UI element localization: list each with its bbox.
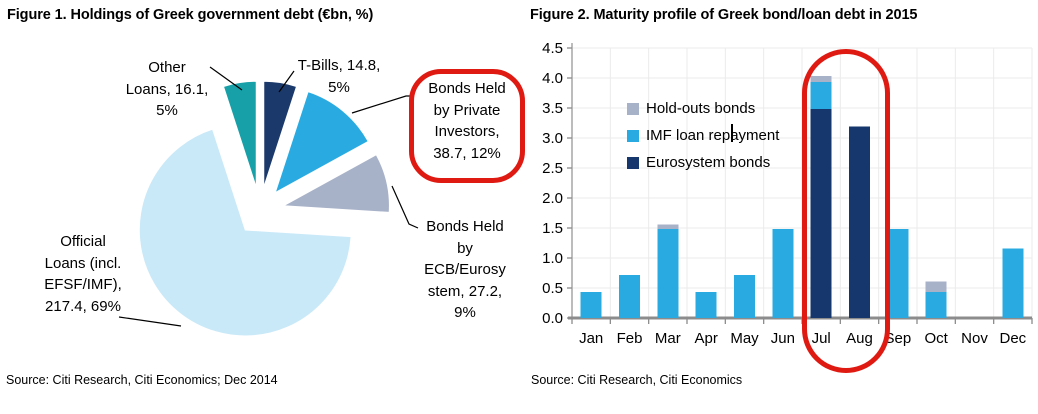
bar-segment-Feb — [619, 274, 640, 318]
x-axis-tick-label: Jun — [771, 330, 795, 347]
figure2-source: Source: Citi Research, Citi Economics — [531, 373, 743, 387]
bar-chart: 0.0 0.5 1.0 1.5 2.0 2.5 3.0 3.5 4.0 4.5 Jan Feb Mar A… — [542, 40, 1033, 347]
label-leader-line — [391, 185, 419, 229]
x-axis-tick-label: Apr — [694, 330, 717, 347]
x-axis-tick-label: Nov — [961, 330, 988, 347]
bar-segment-Jun — [772, 229, 794, 318]
label-leader-line — [118, 316, 182, 327]
figure2-bar-panel: Figure 2. Maturity profile of Greek bond… — [519, 0, 1038, 414]
x-axis-tick-label: May — [730, 330, 759, 347]
bar-segment-Apr — [695, 292, 717, 318]
pie-label-ecb-eurosystem: Bonds Held by ECB/Eurosy stem, 27.2, 9% — [424, 218, 506, 321]
legend-swatch-icon — [627, 156, 639, 169]
y-axis-tick-label: 1.0 — [542, 250, 563, 267]
legend-label: Hold-outs bonds — [646, 100, 756, 117]
figure1-pie-panel: Figure 1. Holdings of Greek government d… — [6, 7, 525, 387]
red-highlight-ring-private-investors — [409, 69, 525, 183]
figure1-source: Source: Citi Research, Citi Economics; D… — [6, 373, 278, 387]
y-axis-tick-label: 4.0 — [542, 70, 563, 87]
bar-segment-Oct — [925, 281, 947, 293]
y-axis-tick-label: 0.5 — [542, 280, 563, 297]
bar-segment-Aug — [849, 126, 870, 318]
label-leader-line — [351, 95, 414, 114]
pie-chart — [118, 66, 419, 337]
x-axis-tick-label: Feb — [617, 330, 643, 347]
pie-slice — [138, 128, 352, 337]
bar-segment-Mar — [657, 224, 679, 230]
pie-slice — [274, 91, 369, 194]
chart-legend: Hold-outs bonds IMF loan repayment Euros… — [627, 95, 779, 176]
y-axis-tick-label: 2.5 — [542, 160, 563, 177]
pie-slice — [281, 154, 390, 213]
figure2-title: Figure 2. Maturity profile of Greek bond… — [530, 7, 918, 23]
legend-swatch-icon — [627, 102, 639, 115]
x-axis-tick-label: Jan — [579, 330, 603, 347]
text-cursor-artifact — [731, 124, 733, 142]
figure1-title: Figure 1. Holdings of Greek government d… — [7, 7, 374, 23]
bar-segment-Jan — [580, 292, 602, 318]
y-axis-tick-label: 3.0 — [542, 130, 563, 147]
label-leader-line — [278, 70, 295, 93]
legend-label: IMF loan repayment — [646, 127, 780, 144]
legend-item-eurosystem: Eurosystem bonds — [627, 149, 779, 176]
x-axis-tick-label: Dec — [999, 330, 1026, 347]
bar-segment-May — [734, 274, 755, 318]
bar-segment-Jul — [810, 109, 832, 318]
bars — [580, 76, 1024, 318]
y-axis-tick-label: 2.0 — [542, 190, 563, 207]
pie-label-official-loans: Official Loans (incl. EFSF/IMF), 217.4, … — [44, 233, 122, 315]
x-axis-tick-label: Sep — [884, 330, 911, 347]
bar-segment-Oct — [925, 292, 947, 318]
red-highlight-ring-jul-aug — [802, 49, 890, 373]
pie-label-other-loans: Other Loans, 16.1, 5% — [125, 59, 209, 119]
bar-segment-Dec — [1002, 248, 1024, 318]
grid-lines — [572, 47, 1033, 318]
label-leader-line — [209, 66, 243, 91]
x-axis-tick-label: Oct — [924, 330, 948, 347]
y-axis-tick-label: 1.5 — [542, 220, 563, 237]
bar-segment-Sep — [887, 229, 909, 318]
legend-item-hold-outs: Hold-outs bonds — [627, 95, 779, 122]
y-axis-tick-label: 0.0 — [542, 310, 563, 327]
y-axis-tick-label: 3.5 — [542, 100, 563, 117]
pie-label-t-bills: T-Bills, 14.8, 5% — [297, 57, 381, 96]
y-axis-tick-label: 4.5 — [542, 40, 563, 57]
pie-slices — [138, 80, 390, 337]
pie-slice — [222, 80, 257, 188]
bar-segment-Mar — [657, 229, 679, 318]
pie-slice — [263, 80, 298, 188]
legend-swatch-icon — [627, 129, 639, 142]
x-axis-tick-label: Mar — [655, 330, 681, 347]
legend-item-imf: IMF loan repayment — [627, 122, 779, 149]
legend-label: Eurosystem bonds — [646, 154, 771, 171]
